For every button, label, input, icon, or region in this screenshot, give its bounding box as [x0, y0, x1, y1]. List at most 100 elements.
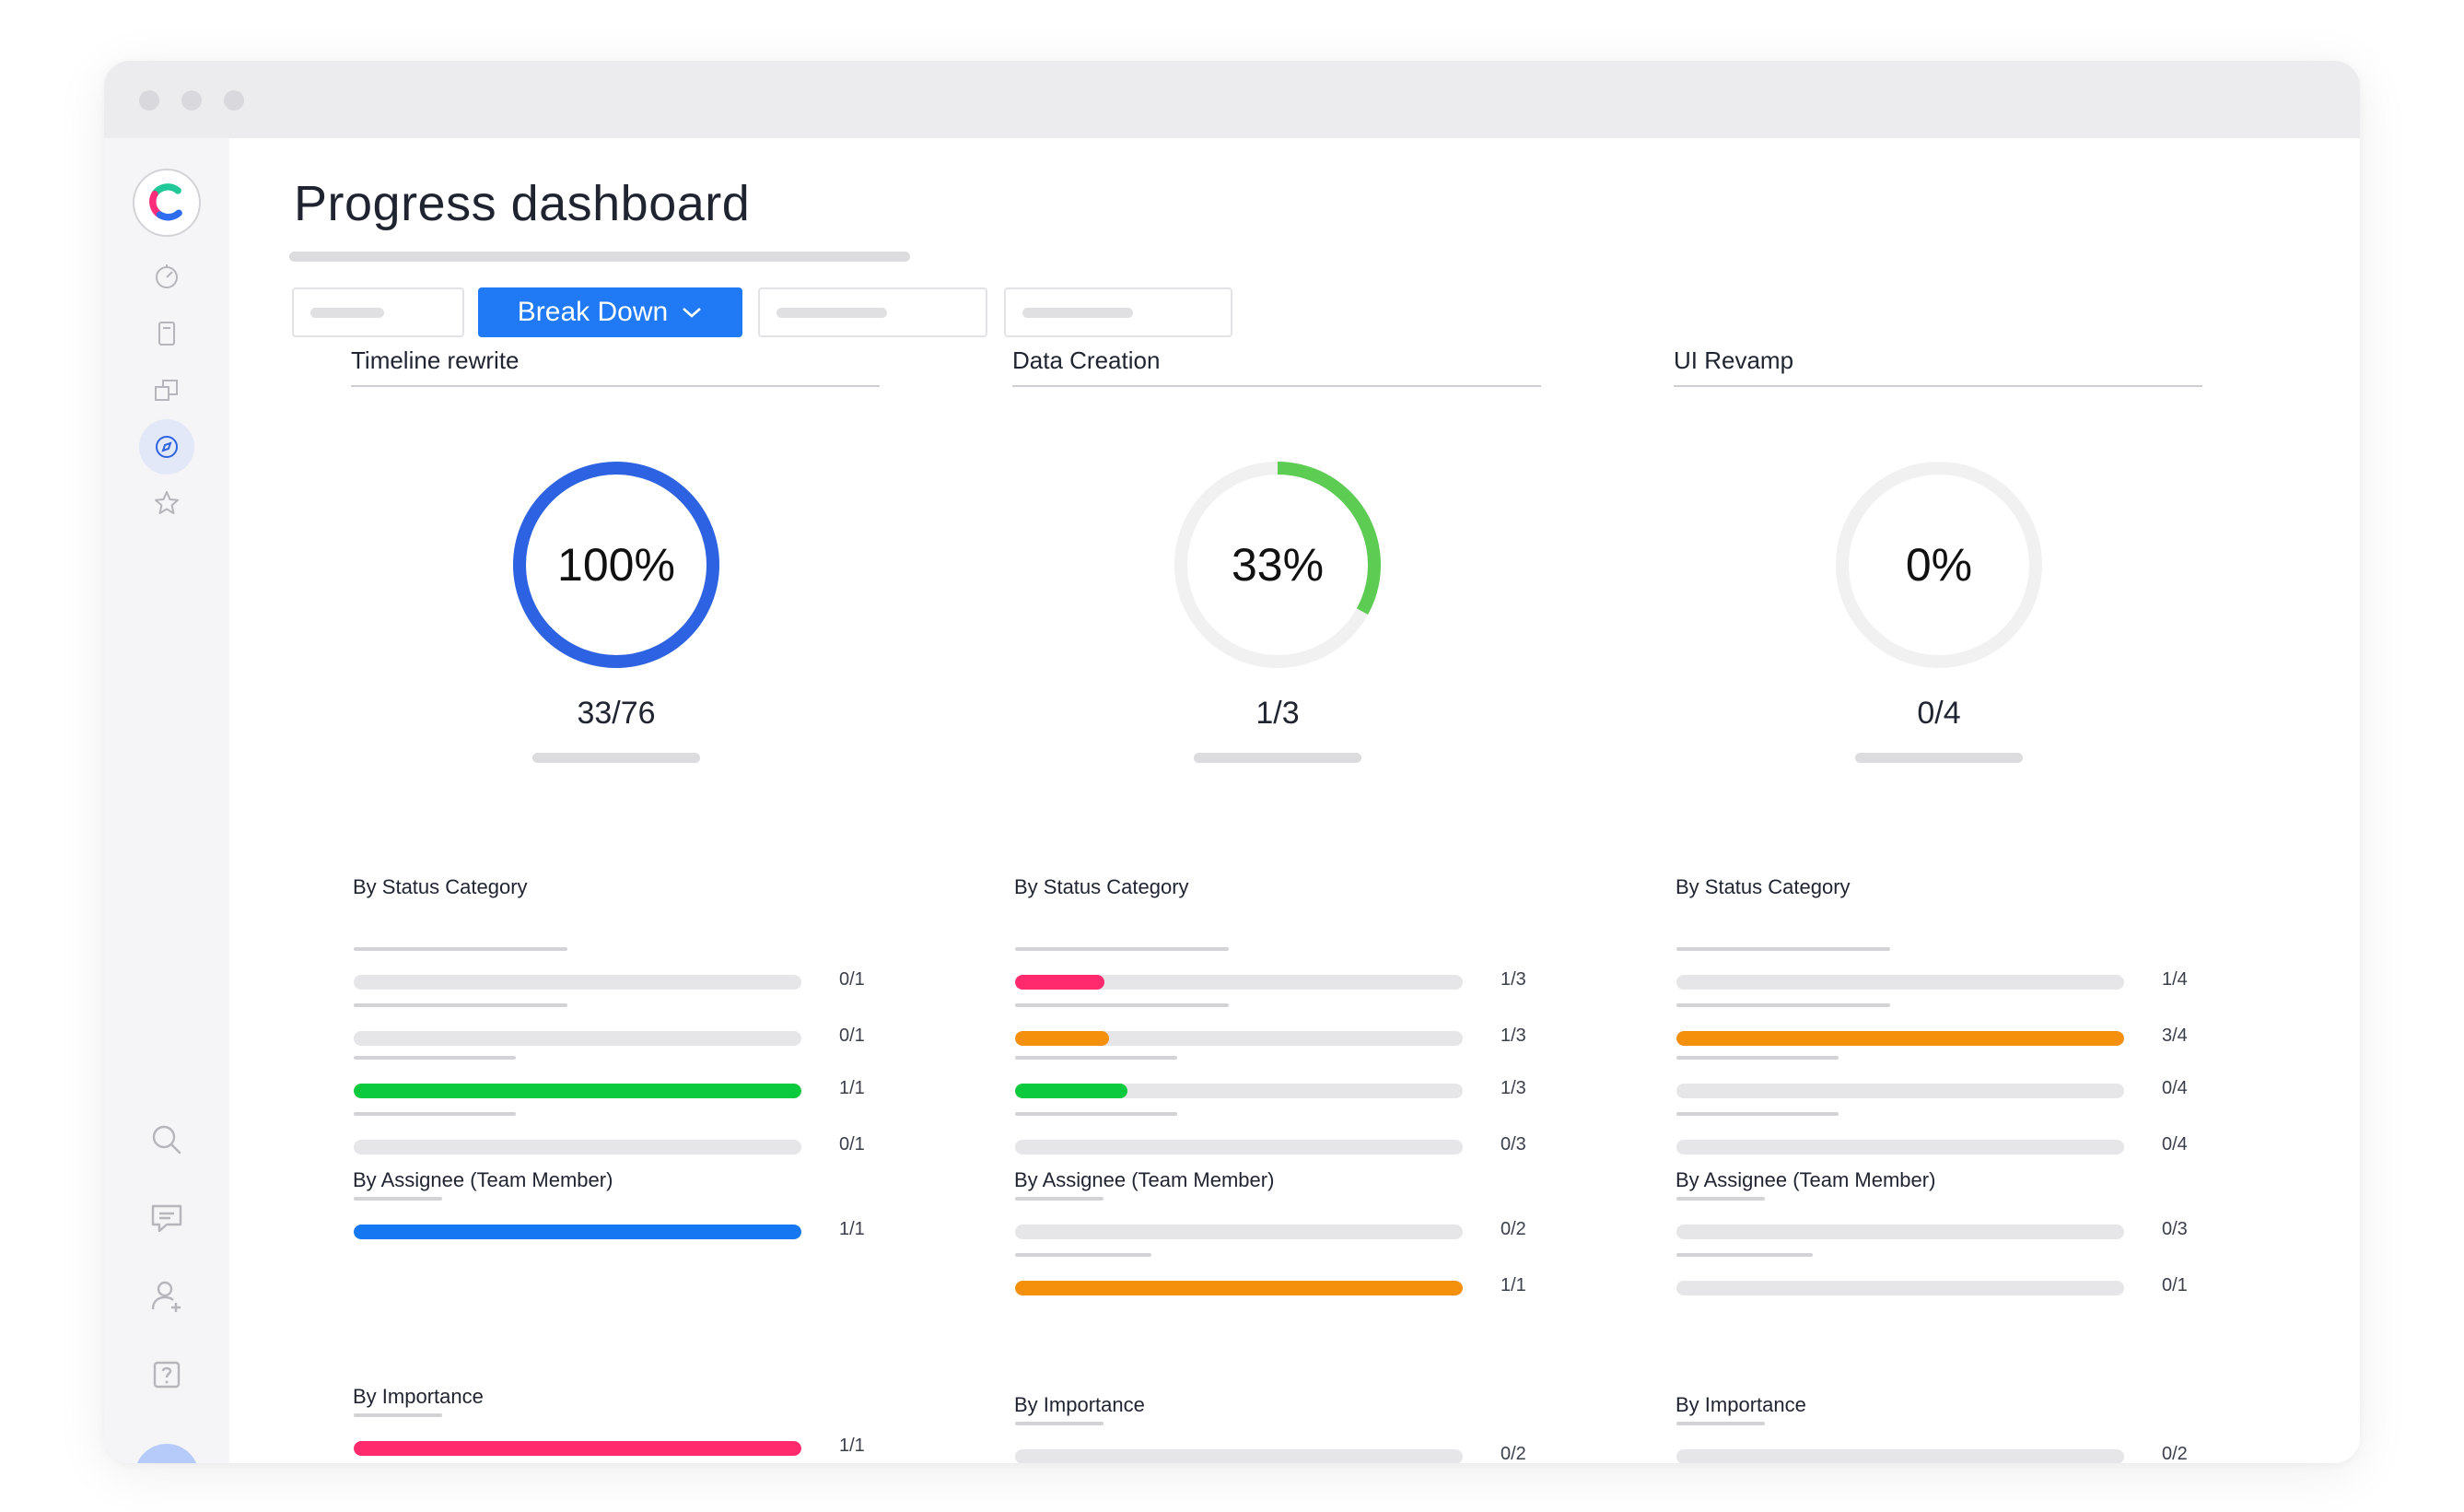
- logo-icon: [149, 183, 182, 221]
- progress-bar-fill: [1015, 1084, 1127, 1098]
- project-column: Data Creation 33% 1/3 By Status Category 1/3…: [1012, 138, 1602, 1463]
- progress-bar[interactable]: [1015, 1140, 1463, 1155]
- app-window: Progress dashboard Break Down Timeline r…: [104, 61, 2360, 1463]
- progress-ratio: 1/1: [839, 1436, 865, 1456]
- section-title-assignee: By Assignee (Team Member): [1014, 1168, 1275, 1191]
- add-user-icon: [151, 1281, 181, 1312]
- chat-icon: [151, 1204, 182, 1233]
- window-close-dot[interactable]: [139, 90, 159, 111]
- project-title[interactable]: Data Creation: [1012, 346, 1161, 374]
- sidebar-item-explore[interactable]: [139, 419, 194, 475]
- timer-icon: [156, 264, 178, 288]
- filter-dropdown-1[interactable]: [292, 287, 464, 337]
- progress-ring-fill: [1174, 462, 1381, 668]
- progress-bar[interactable]: [354, 1441, 801, 1456]
- row-label-placeholder: [1015, 1253, 1151, 1257]
- window-maximize-dot[interactable]: [224, 90, 244, 111]
- row-label-placeholder: [1015, 1003, 1229, 1007]
- progress-bar-fill: [354, 1084, 801, 1098]
- sidebar-item-help[interactable]: [139, 1347, 194, 1402]
- section-title-importance: By Importance: [1676, 1393, 1806, 1416]
- progress-bar[interactable]: [1676, 1449, 2124, 1463]
- filter-dropdown-4[interactable]: [1004, 287, 1232, 337]
- sidebar-item-favorites[interactable]: [139, 475, 194, 531]
- progress-bar-fill: [1015, 975, 1105, 990]
- break-down-label: Break Down: [517, 297, 669, 327]
- filter-dropdown-3[interactable]: [758, 287, 987, 337]
- progress-bar[interactable]: [1015, 1449, 1463, 1463]
- project-title-underline: [1674, 385, 2202, 387]
- user-avatar[interactable]: [134, 1444, 199, 1463]
- star-icon: [155, 491, 179, 514]
- section-title-status: By Status Category: [353, 875, 528, 898]
- progress-bar[interactable]: [1676, 1281, 2124, 1295]
- help-icon: [153, 1361, 181, 1389]
- progress-percent: 100%: [557, 539, 675, 591]
- row-label-placeholder: [1015, 1197, 1104, 1201]
- row-label-placeholder: [1676, 1112, 1839, 1116]
- filter-placeholder: [777, 308, 887, 318]
- progress-percent: 0%: [1905, 539, 1973, 591]
- progress-bar-fill: [1015, 1031, 1110, 1046]
- progress-bar[interactable]: [1676, 1031, 2124, 1046]
- progress-bar[interactable]: [1676, 975, 2124, 990]
- progress-bar[interactable]: [1015, 1281, 1463, 1295]
- progress-ring: [513, 462, 719, 668]
- progress-ring: [1836, 462, 2042, 668]
- count-placeholder-bar: [532, 753, 700, 763]
- section-title-status: By Status Category: [1676, 875, 1851, 898]
- progress-ratio: 0/1: [2162, 1275, 2188, 1295]
- project-column: Timeline rewrite 100% 33/76 By Status Categ…: [351, 138, 940, 1463]
- progress-ratio: 1/3: [1501, 1078, 1526, 1098]
- progress-bar[interactable]: [1015, 1084, 1463, 1098]
- progress-bar[interactable]: [354, 1140, 801, 1155]
- sidebar-item-search[interactable]: [139, 1112, 194, 1167]
- row-label-placeholder: [1676, 1253, 1813, 1257]
- count-placeholder-bar: [1855, 753, 2023, 763]
- progress-ratio: 1/4: [2162, 969, 2188, 990]
- progress-ratio: 0/1: [839, 969, 865, 990]
- progress-bar-fill: [1015, 1281, 1463, 1295]
- window-titlebar: [104, 61, 2360, 138]
- progress-bar-fill: [1676, 1031, 2124, 1046]
- progress-percent: 33%: [1231, 539, 1325, 591]
- project-title[interactable]: Timeline rewrite: [351, 346, 520, 374]
- progress-bar[interactable]: [354, 1225, 801, 1239]
- filter-placeholder: [1022, 308, 1133, 318]
- progress-bar[interactable]: [1676, 1140, 2124, 1155]
- progress-bar[interactable]: [1676, 1225, 2124, 1239]
- section-title-assignee: By Assignee (Team Member): [1676, 1168, 1936, 1191]
- progress-bar[interactable]: [1015, 1225, 1463, 1239]
- sidebar-item-messages[interactable]: [139, 1190, 194, 1246]
- progress-bar[interactable]: [1015, 975, 1463, 990]
- sidebar-item-invite[interactable]: [139, 1269, 194, 1324]
- progress-ratio: 0/3: [2162, 1219, 2188, 1239]
- progress-ring-track: [1836, 462, 2042, 668]
- progress-bar[interactable]: [354, 1031, 801, 1046]
- progress-ratio: 0/4: [2162, 1134, 2188, 1155]
- sidebar-item-documents[interactable]: [139, 306, 194, 361]
- row-label-placeholder: [1015, 1112, 1177, 1116]
- section-title-importance: By Importance: [353, 1385, 484, 1408]
- progress-bar[interactable]: [354, 975, 801, 990]
- progress-bar[interactable]: [1676, 1084, 2124, 1098]
- row-label-placeholder: [354, 1003, 567, 1007]
- progress-ratio: 0/2: [1501, 1219, 1526, 1239]
- project-title-underline: [351, 385, 880, 387]
- sidebar-item-copy[interactable]: [139, 363, 194, 418]
- row-label-placeholder: [1015, 947, 1229, 951]
- project-column: UI Revamp 0% 0/4 By Status Category 1/4 3/4 0/…: [1674, 138, 2263, 1463]
- page-title: Progress dashboard: [294, 176, 751, 231]
- window-minimize-dot[interactable]: [181, 90, 202, 111]
- progress-bar[interactable]: [1015, 1031, 1463, 1046]
- count-placeholder-bar: [1194, 753, 1361, 763]
- row-label-placeholder: [1676, 1422, 1765, 1425]
- app-logo[interactable]: [133, 169, 201, 237]
- progress-count: 33/76: [577, 696, 656, 731]
- row-label-placeholder: [354, 947, 567, 951]
- break-down-button[interactable]: Break Down: [478, 287, 742, 337]
- progress-bar[interactable]: [354, 1084, 801, 1098]
- sidebar-item-timer[interactable]: [139, 249, 194, 304]
- document-icon: [158, 322, 175, 346]
- project-title[interactable]: UI Revamp: [1674, 346, 1794, 374]
